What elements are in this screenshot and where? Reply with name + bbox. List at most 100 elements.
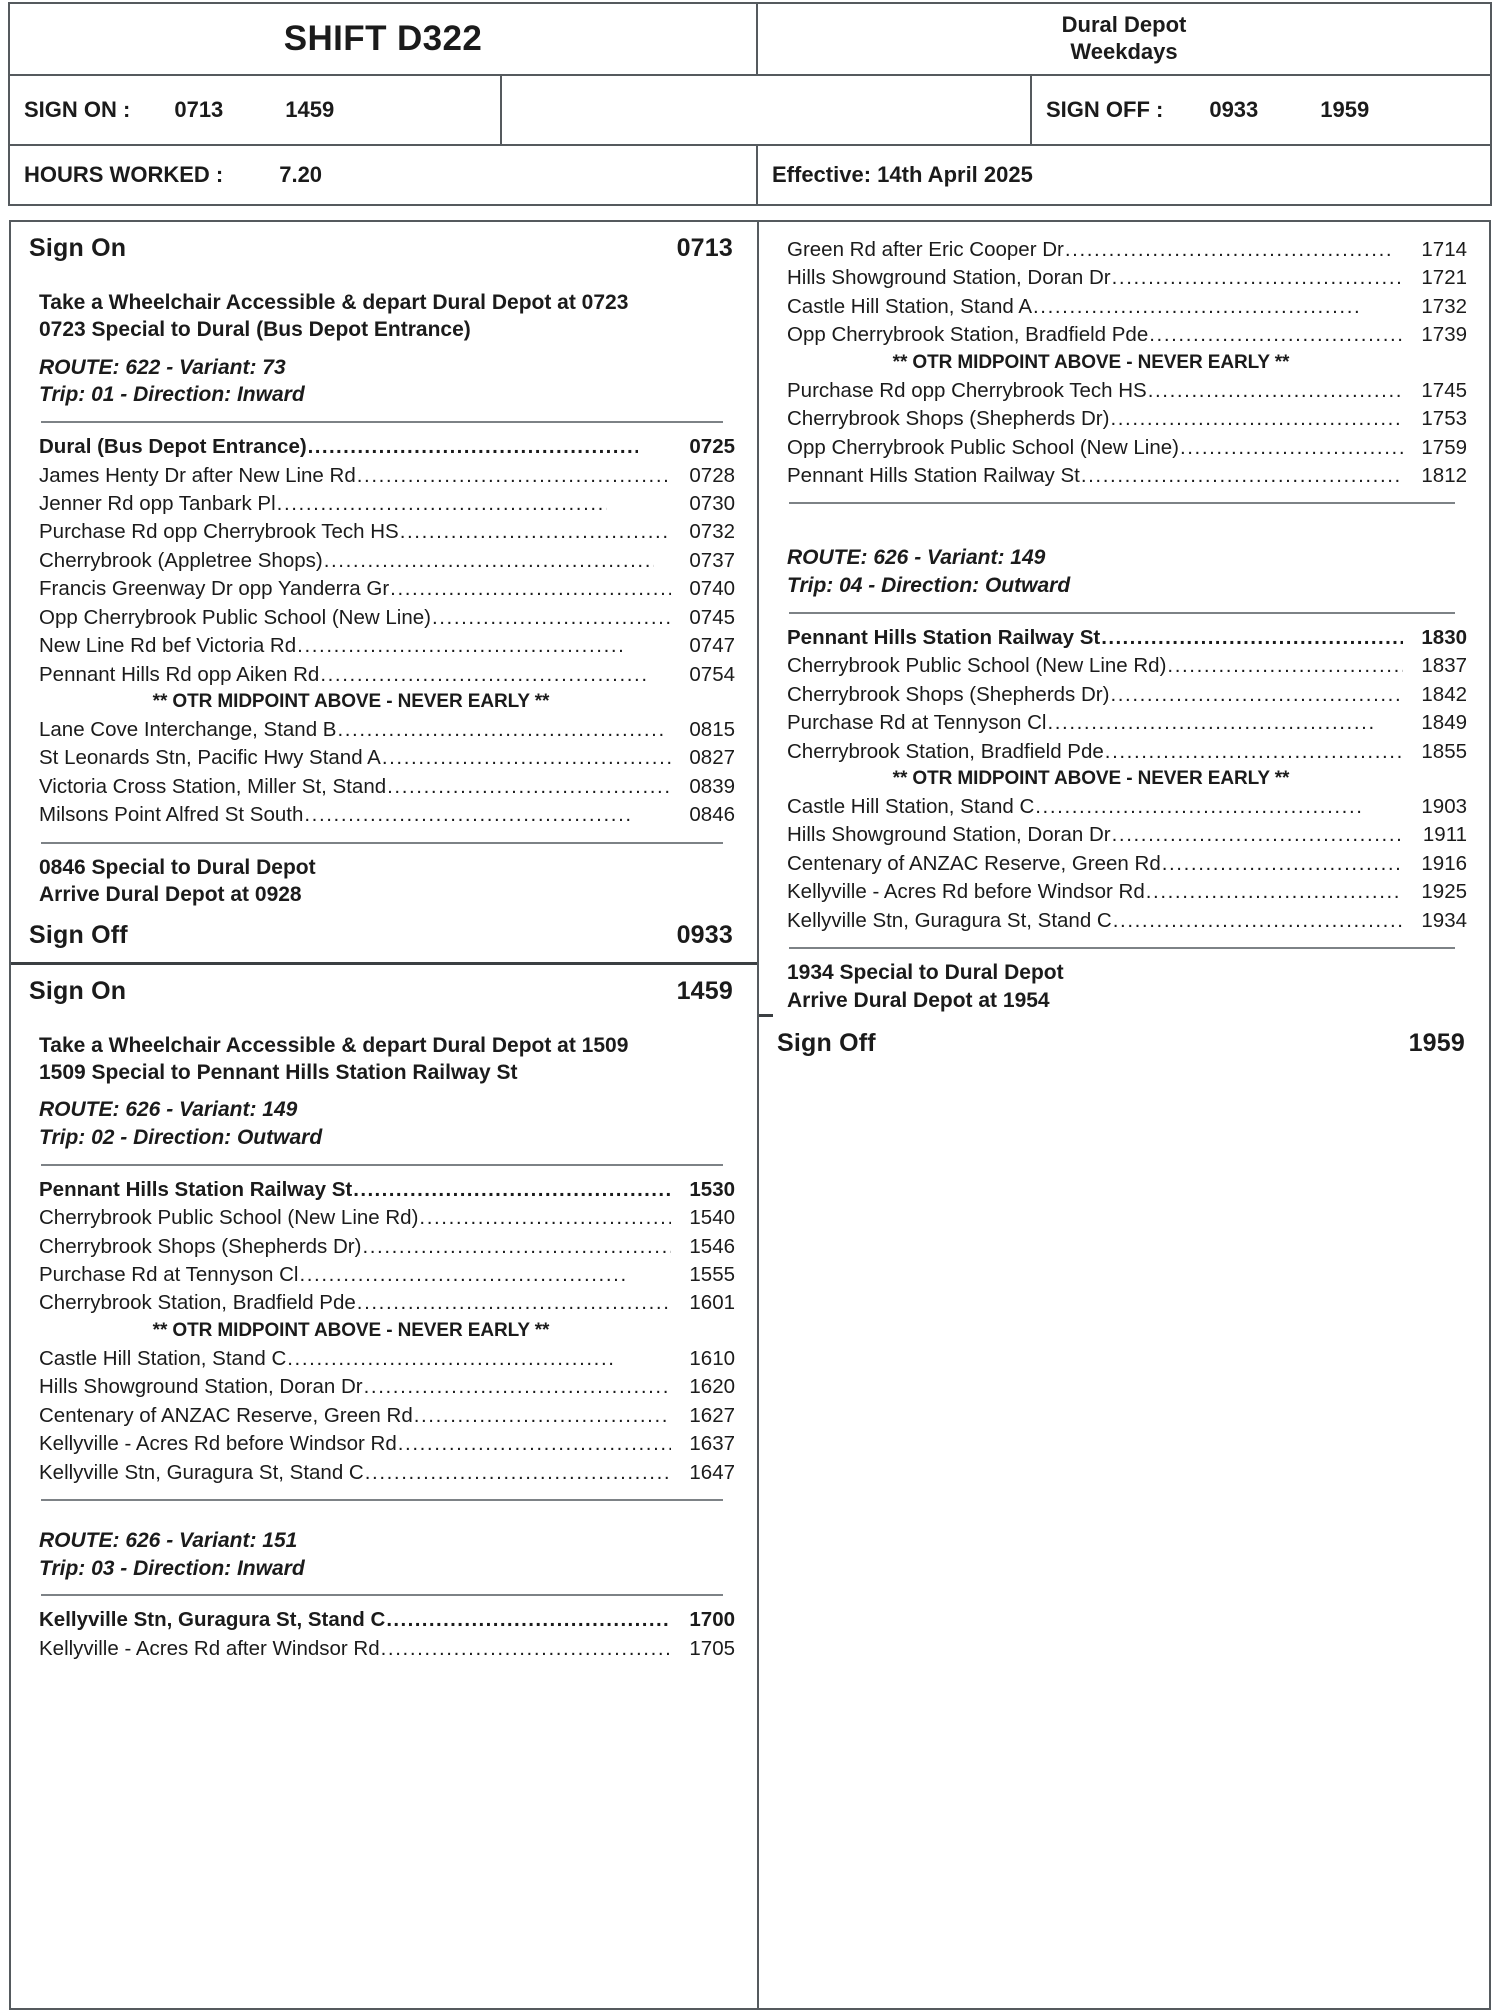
duty1-end-note-1: 0846 Special to Dural Depot (39, 855, 316, 879)
stop-time: 1610 (689, 1346, 735, 1370)
stop-row: Kellyville Stn, Guragura St, Stand C ...… (39, 1459, 735, 1487)
stop-row: St Leonards Stn, Pacific Hwy Stand A ...… (39, 744, 735, 772)
leader-dots: ........................................… (1033, 294, 1363, 318)
stop-time: 0747 (689, 634, 735, 658)
sign-off-time-1: 0933 (1209, 97, 1259, 122)
rule-below-stops-4 (789, 947, 1455, 950)
stop-row: Opp Cherrybrook Station, Bradfield Pde .… (787, 321, 1467, 349)
duty2-trip02-stops: Pennant Hills Station Railway St .......… (11, 1176, 757, 1487)
sign-off-cell: SIGN OFF : 0933 1959 (1030, 74, 1492, 146)
stop-time: 1546 (689, 1234, 735, 1258)
leader-dots: ........................................… (323, 548, 654, 572)
stop-name: James Henty Dr after New Line Rd (39, 463, 356, 487)
stop-time: 1647 (689, 1460, 735, 1484)
duty2-trip04-trip: Trip: 04 - Direction: Outward (787, 574, 1071, 598)
leader-dots: ........................................… (1179, 435, 1403, 459)
duty1-sign-on-label: Sign On (29, 234, 127, 262)
stop-name: Purchase Rd at Tennyson Cl (787, 711, 1047, 735)
duty1-sign-off-label: Sign Off (29, 920, 128, 949)
leader-dots: ........................................… (1064, 238, 1395, 261)
stop-name: Pennant Hills Station Railway St (787, 625, 1101, 649)
stop-name: Cherrybrook Station, Bradfield Pde (39, 1291, 356, 1315)
duty2-trip02-route: ROUTE: 626 - Variant: 149 (39, 1098, 298, 1122)
stop-name: Cherrybrook Shops (Shepherds Dr) (787, 407, 1110, 431)
leader-dots: ........................................… (276, 492, 607, 515)
stop-row: Pennant Hills Station Railway St .......… (787, 462, 1467, 490)
stop-row: Opp Cherrybrook Public School (New Line)… (39, 604, 735, 632)
stop-row: Kellyville Stn, Guragura St, Stand C ...… (787, 907, 1467, 935)
stop-name: Opp Cherrybrook Public School (New Line) (787, 435, 1179, 459)
leader-dots: ........................................… (297, 634, 627, 658)
leader-dots: ........................................… (1047, 711, 1377, 735)
stop-name: Kellyville - Acres Rd before Windsor Rd (787, 880, 1145, 904)
duty2-sign-off-rule-stub (759, 1013, 773, 1017)
stop-time: 1849 (1421, 711, 1467, 735)
stop-time: 0730 (689, 492, 735, 515)
hours-worked-value: 7.20 (279, 162, 323, 187)
stop-time: 1732 (1421, 294, 1467, 318)
stop-row: Castle Hill Station, Stand A ...........… (787, 293, 1467, 321)
leader-dots: ........................................… (386, 1608, 671, 1632)
duty1-sign-off-row: Sign Off 0933 (11, 909, 757, 962)
otr-midpoint-note: ** OTR MIDPOINT ABOVE - NEVER EARLY ** (892, 351, 1290, 373)
leader-dots: ........................................… (304, 803, 634, 827)
stop-row: Purchase Rd at Tennyson Cl .............… (787, 709, 1467, 737)
leader-dots: ........................................… (1111, 823, 1403, 847)
stop-name: Hills Showground Station, Doran Dr (787, 266, 1111, 290)
effective-date: Effective: 14th April 2025 (756, 144, 1492, 206)
stop-name: Kellyville Stn, Guragura St, Stand C (39, 1460, 364, 1484)
stop-row: Centenary of ANZAC Reserve, Green Rd ...… (39, 1402, 735, 1430)
stop-name: Lane Cove Interchange, Stand B (39, 717, 337, 741)
leader-dots: ........................................… (362, 1234, 671, 1258)
leader-dots: ........................................… (399, 520, 671, 544)
rule-below-stops-3 (789, 502, 1455, 505)
rule-below-stops-2 (41, 1498, 723, 1501)
hours-worked-label: HOURS WORKED : (24, 162, 224, 187)
sign-on-time-1: 0713 (174, 97, 224, 122)
sign-off-label: SIGN OFF : (1046, 97, 1164, 122)
leader-dots: ........................................… (353, 1177, 671, 1201)
stop-name: Castle Hill Station, Stand C (787, 794, 1035, 818)
stop-row: Hills Showground Station, Doran Dr .....… (39, 1373, 735, 1401)
leader-dots: ........................................… (397, 1432, 671, 1456)
stop-name: Cherrybrook Public School (New Line Rd) (787, 654, 1167, 678)
header-blank-cell (500, 74, 1032, 146)
stop-time: 0754 (689, 662, 735, 686)
stop-name: Kellyville - Acres Rd before Windsor Rd (39, 1432, 397, 1456)
stop-name: Castle Hill Station, Stand A (787, 294, 1032, 318)
shift-header-table: SHIFT D322 Dural Depot Weekdays SIGN ON … (8, 2, 1492, 206)
stop-name: Pennant Hills Station Railway St (787, 463, 1080, 487)
stop-row: Cherrybrook Public School (New Line Rd) … (787, 652, 1467, 680)
hours-worked-cell: HOURS WORKED : 7.20 (8, 144, 758, 206)
leader-dots: ........................................… (320, 662, 650, 686)
stop-time: 0827 (689, 746, 735, 770)
stop-row: Pennant Hills Rd opp Aiken Rd ..........… (39, 661, 735, 689)
stop-time: 1916 (1421, 851, 1467, 875)
duty1-note-1: Take a Wheelchair Accessible & depart Du… (39, 291, 629, 314)
right-column: Green Rd after Eric Cooper Dr ..........… (759, 222, 1489, 2008)
stop-name: Victoria Cross Station, Miller St, Stand (39, 774, 387, 798)
stop-time: 1812 (1421, 463, 1467, 487)
stop-time: 1842 (1421, 682, 1467, 706)
stop-row: Victoria Cross Station, Miller St, Stand… (39, 773, 735, 801)
leader-dots: ........................................… (337, 717, 667, 741)
duty2-sign-off-time: 1959 (1408, 1028, 1465, 1057)
leader-dots: ........................................… (1161, 851, 1403, 875)
stop-time: 1601 (689, 1291, 735, 1315)
stop-row: Purchase Rd opp Cherrybrook Tech HS ....… (39, 518, 735, 546)
stop-row: Opp Cherrybrook Public School (New Line)… (787, 434, 1467, 462)
leader-dots: ........................................… (1145, 880, 1403, 904)
stop-name: Francis Greenway Dr opp Yanderra Gr (39, 577, 390, 601)
stop-time: 0846 (689, 803, 735, 827)
stop-row: Purchase Rd opp Cherrybrook Tech HS ....… (787, 377, 1467, 405)
stop-name: Purchase Rd opp Cherrybrook Tech HS (787, 378, 1147, 402)
duty1-stops-before: Dural (Bus Depot Entrance) .............… (11, 433, 757, 830)
stop-row: Hills Showground Station, Doran Dr .....… (787, 821, 1467, 849)
leader-dots: ........................................… (1035, 794, 1365, 818)
leader-dots: ........................................… (356, 1291, 671, 1315)
stop-time: 1530 (689, 1177, 735, 1201)
stop-row: Purchase Rd at Tennyson Cl .............… (39, 1261, 735, 1289)
stop-name: St Leonards Stn, Pacific Hwy Stand A (39, 746, 381, 770)
depot-title: Dural Depot Weekdays (756, 2, 1492, 76)
stop-name: Hills Showground Station, Doran Dr (787, 823, 1111, 847)
